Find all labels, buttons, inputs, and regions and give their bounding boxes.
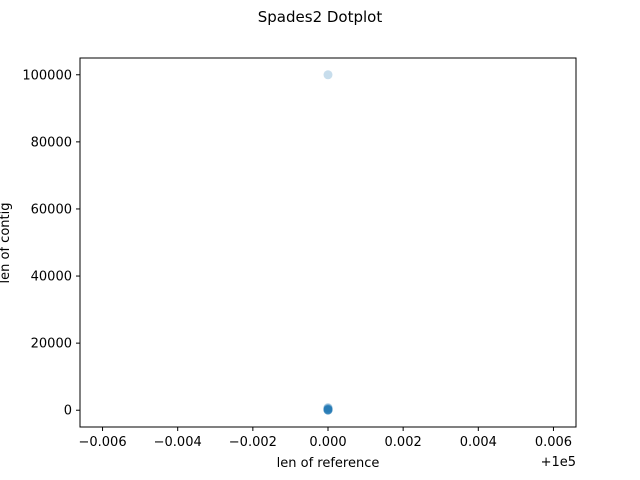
y-axis-ticks: 0 20000 40000 60000 80000 100000 xyxy=(22,68,80,419)
x-tick-label-6: 0.006 xyxy=(535,435,572,450)
y-tick-label-0: 0 xyxy=(64,404,72,419)
y-tick-label-5: 100000 xyxy=(22,68,72,83)
y-tick-label-3: 60000 xyxy=(31,202,72,217)
data-point-6 xyxy=(323,405,333,415)
chart-title: Spades2 Dotplot xyxy=(258,8,383,26)
y-axis-label: len of contig xyxy=(0,203,13,284)
x-tick-label-5: 0.004 xyxy=(460,435,497,450)
points-layer xyxy=(323,70,333,415)
x-tick-label-4: 0.002 xyxy=(385,435,422,450)
data-point-10 xyxy=(323,405,333,415)
y-tick-label-2: 40000 xyxy=(31,270,72,285)
data-point-11 xyxy=(323,405,333,415)
data-point-7 xyxy=(323,405,333,415)
y-tick-label-4: 80000 xyxy=(31,135,72,150)
data-point-2 xyxy=(323,403,333,413)
data-point-1 xyxy=(323,403,333,413)
data-point-3 xyxy=(323,404,333,414)
data-point-9 xyxy=(323,405,333,415)
data-point-8 xyxy=(323,405,333,415)
x-tick-label-3: 0.000 xyxy=(309,435,346,450)
x-tick-label-0: −0.006 xyxy=(78,435,126,450)
x-axis-ticks: −0.006 −0.004 −0.002 0.000 0.002 0.004 0.006 xyxy=(78,427,572,450)
data-point-5 xyxy=(323,404,333,414)
x-axis-label: len of reference xyxy=(277,456,380,471)
x-tick-label-1: −0.004 xyxy=(154,435,202,450)
data-point-4 xyxy=(323,404,333,414)
data-point-0 xyxy=(323,70,333,80)
x-axis-offset-label: +1e5 xyxy=(541,455,576,470)
y-tick-label-1: 20000 xyxy=(31,337,72,352)
x-tick-label-2: −0.002 xyxy=(229,435,277,450)
